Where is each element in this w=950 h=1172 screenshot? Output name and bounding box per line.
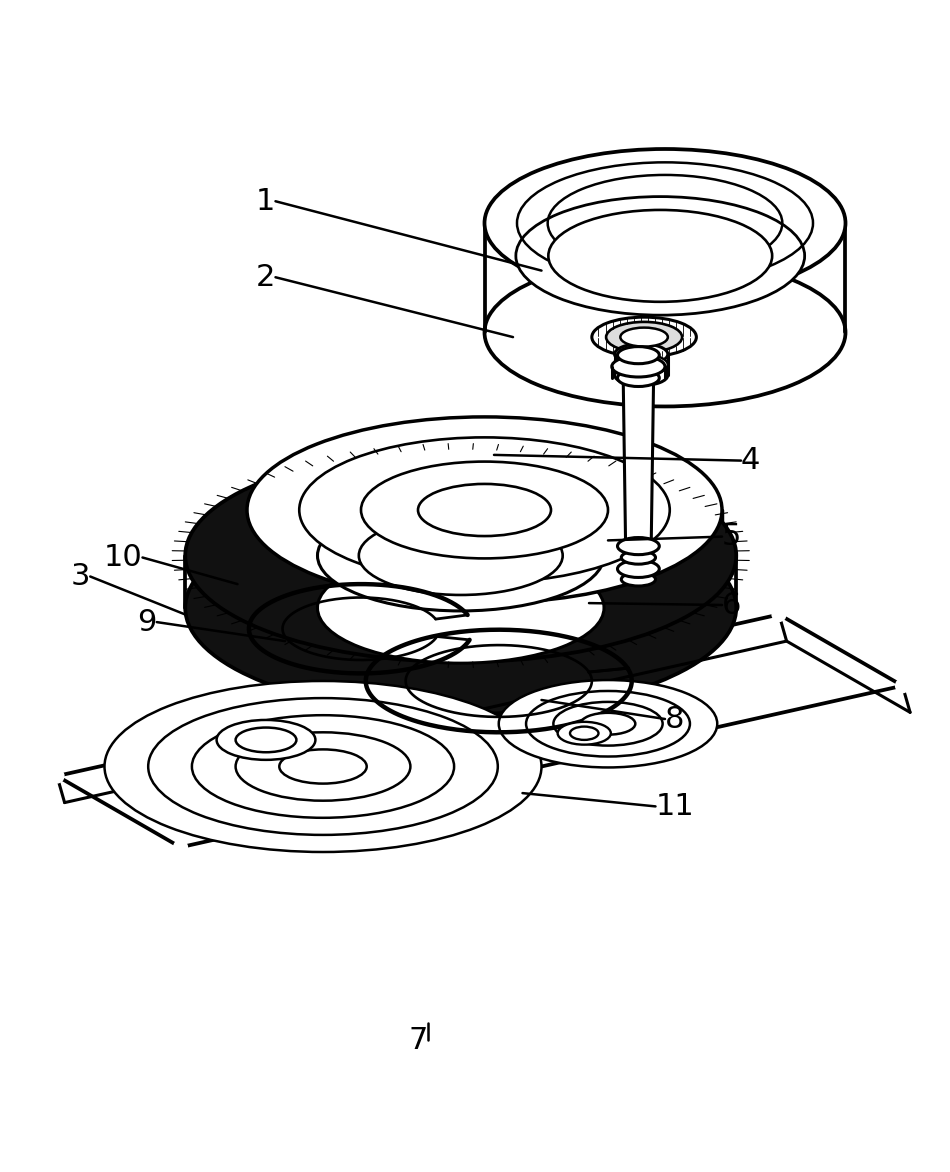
Ellipse shape (620, 328, 668, 347)
Text: 9: 9 (138, 607, 157, 636)
Text: 6: 6 (722, 591, 741, 620)
Polygon shape (623, 377, 654, 577)
Ellipse shape (299, 437, 670, 582)
Ellipse shape (247, 417, 722, 604)
Ellipse shape (612, 356, 665, 377)
Ellipse shape (49, 769, 65, 784)
Ellipse shape (499, 680, 717, 768)
Ellipse shape (558, 722, 611, 744)
Ellipse shape (317, 552, 604, 663)
Ellipse shape (279, 749, 367, 784)
Text: 1: 1 (256, 186, 275, 216)
Text: 11: 11 (656, 792, 694, 820)
Ellipse shape (618, 560, 659, 578)
Text: 5: 5 (722, 522, 741, 551)
Ellipse shape (361, 462, 608, 558)
Ellipse shape (247, 442, 722, 628)
Text: 4: 4 (741, 447, 760, 475)
Ellipse shape (317, 500, 604, 611)
Text: 3: 3 (70, 563, 90, 591)
Text: 2: 2 (256, 263, 275, 292)
Ellipse shape (484, 258, 846, 407)
Ellipse shape (236, 728, 296, 752)
Ellipse shape (104, 681, 542, 852)
Text: 10: 10 (104, 543, 142, 572)
Ellipse shape (621, 551, 656, 564)
Ellipse shape (615, 354, 668, 375)
Ellipse shape (173, 839, 188, 854)
Ellipse shape (618, 347, 659, 363)
Polygon shape (57, 614, 902, 847)
Ellipse shape (618, 538, 659, 554)
Ellipse shape (621, 573, 656, 586)
Ellipse shape (615, 343, 668, 364)
Ellipse shape (148, 699, 498, 834)
Ellipse shape (615, 364, 668, 386)
Ellipse shape (526, 691, 690, 756)
Polygon shape (484, 223, 846, 333)
Ellipse shape (548, 210, 772, 302)
Text: 7: 7 (408, 1026, 428, 1055)
Ellipse shape (185, 449, 736, 662)
Ellipse shape (299, 462, 670, 607)
Ellipse shape (570, 727, 598, 740)
Ellipse shape (618, 369, 659, 387)
Ellipse shape (771, 607, 787, 622)
Ellipse shape (418, 484, 551, 536)
Ellipse shape (592, 318, 696, 357)
Ellipse shape (516, 197, 805, 315)
Ellipse shape (185, 502, 736, 714)
Ellipse shape (236, 732, 410, 800)
Text: 8: 8 (665, 704, 685, 734)
Ellipse shape (192, 715, 454, 818)
Ellipse shape (895, 679, 910, 694)
Ellipse shape (606, 322, 682, 353)
Ellipse shape (580, 713, 636, 735)
Ellipse shape (217, 720, 315, 759)
Ellipse shape (553, 702, 663, 745)
Ellipse shape (359, 516, 562, 595)
Ellipse shape (484, 149, 846, 298)
